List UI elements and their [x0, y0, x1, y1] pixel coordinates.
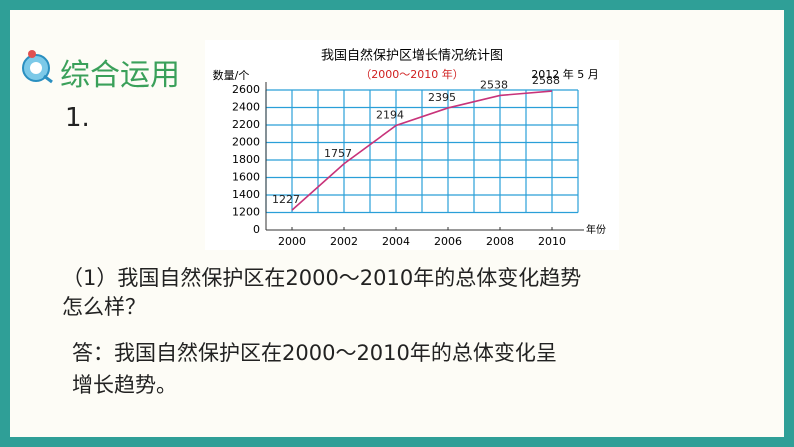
series-line	[291, 90, 553, 211]
x-tick-label: 2010	[538, 235, 566, 248]
heading-icon	[22, 50, 53, 84]
data-label: 1757	[324, 147, 352, 160]
answer-line: 答：我国自然保护区在2000～2010年的总体变化呈	[72, 341, 557, 365]
x-tick-label: 2002	[330, 235, 358, 248]
chart: 我国自然保护区增长情况统计图 （2000～2010 年） 2012 年 5 月 数量/…	[205, 40, 619, 250]
x-tick-label: 2004	[382, 235, 410, 248]
data-label: 2588	[532, 74, 560, 87]
x-tick-label: 2006	[434, 235, 462, 248]
data-label: 2194	[376, 109, 404, 122]
data-label: 2395	[428, 91, 456, 104]
problem-number: 1.	[65, 103, 90, 133]
x-axis-label: 年份	[586, 223, 606, 236]
data-label: 1227	[272, 193, 300, 206]
data-label: 2538	[480, 78, 508, 91]
y-tick-label: 2600	[232, 83, 260, 96]
question-line: （1）我国自然保护区在2000～2010年的总体变化趋势	[62, 266, 582, 290]
answer-line: 增长趋势。	[72, 373, 177, 397]
annotation: 2012 年 5 月	[531, 67, 598, 81]
y-tick-label: 0	[253, 223, 260, 236]
heading: 综合运用	[60, 58, 180, 93]
y-axis-label: 数量/个	[213, 69, 250, 82]
question-line: 怎么样？	[62, 295, 146, 319]
y-tick-label: 1400	[232, 188, 260, 201]
y-tick-label: 2400	[232, 101, 260, 114]
y-tick-label: 2000	[232, 136, 260, 149]
chart-subtitle: （2000～2010 年）	[360, 67, 464, 81]
y-tick-label: 1800	[232, 153, 260, 166]
x-tick-label: 2000	[278, 235, 306, 248]
y-tick-label: 1600	[232, 171, 260, 184]
chart-title: 我国自然保护区增长情况统计图	[321, 48, 503, 64]
y-tick-label: 1200	[232, 206, 260, 219]
x-tick-label: 2008	[486, 235, 514, 248]
y-tick-label: 2200	[232, 118, 260, 131]
